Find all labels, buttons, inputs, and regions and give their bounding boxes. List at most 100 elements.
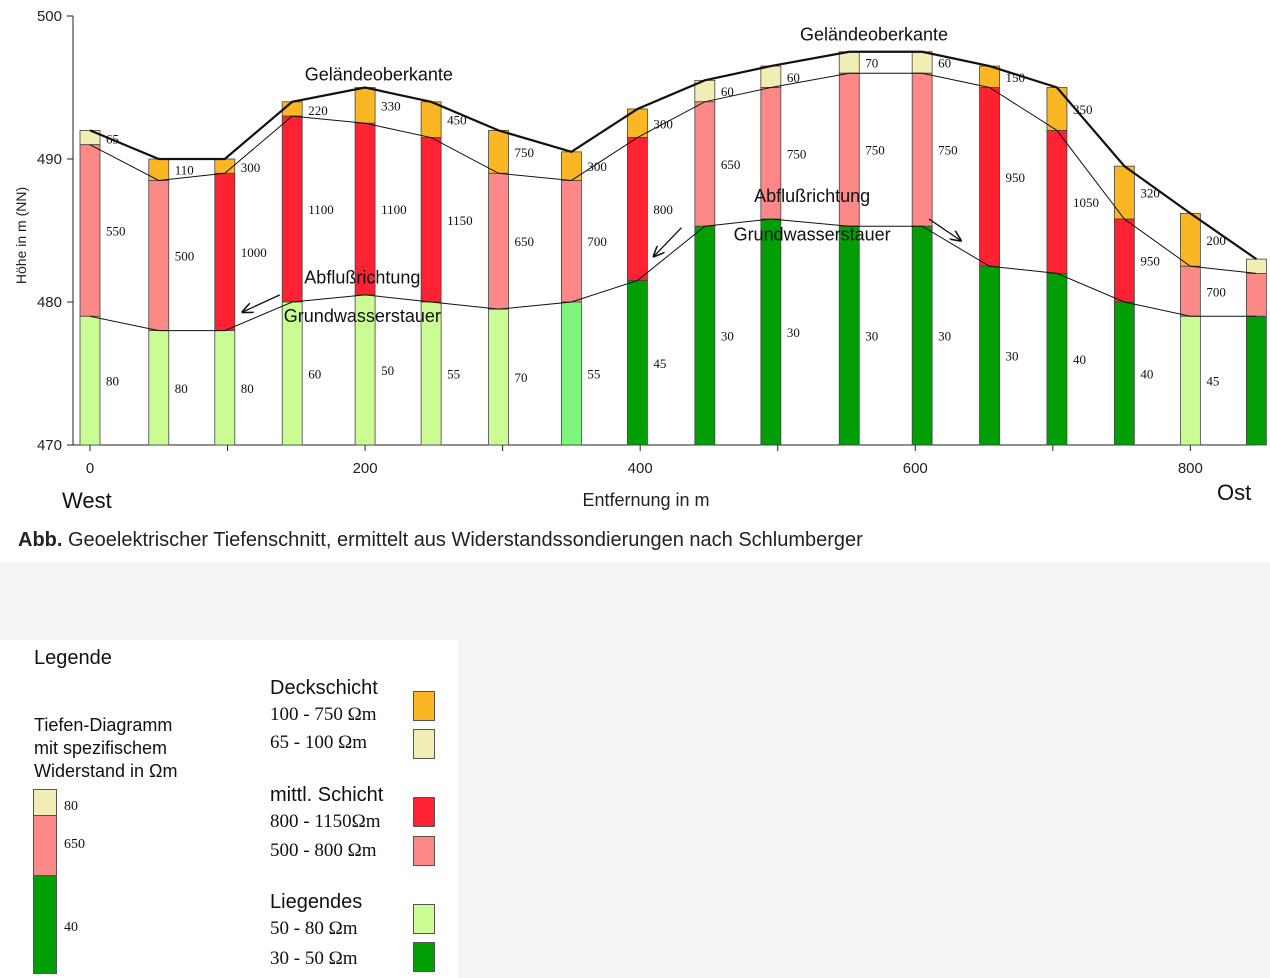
resistivity-label: 60 — [938, 55, 951, 70]
resistivity-label: 80 — [241, 381, 254, 396]
resistivity-label: 950 — [1006, 170, 1026, 185]
layer-bar — [911, 51, 933, 74]
resistivity-label: 50 — [381, 363, 394, 378]
x-axis-label: Entfernung in m — [582, 490, 709, 510]
resistivity-label: 800 — [653, 202, 673, 217]
layer-bar — [214, 172, 236, 332]
legend-sample-label: 40 — [64, 920, 78, 935]
resistivity-label: 450 — [447, 113, 467, 128]
resistivity-label: 300 — [241, 160, 261, 175]
layer-bar — [627, 280, 648, 446]
resistivity-label: 500 — [175, 249, 195, 264]
layer-bar — [1113, 165, 1135, 220]
y-tick-label: 480 — [37, 294, 62, 311]
resistivity-label: 650 — [515, 234, 535, 249]
flow-arrow — [243, 294, 281, 312]
resistivity-label: 30 — [938, 329, 951, 344]
layer-bar — [838, 51, 860, 74]
layer-bar — [79, 144, 101, 317]
flow-arrow — [928, 218, 961, 240]
layer-bar — [1179, 315, 1201, 446]
legend-row: 800 - 1150Ωm — [270, 811, 381, 832]
layer-bar — [979, 265, 1000, 446]
layer-bar — [1179, 212, 1201, 267]
layer-boundary-lines — [89, 50, 1258, 332]
legend-group-head: Deckschicht — [270, 677, 378, 699]
layer-bar — [281, 115, 303, 303]
layer-bar — [488, 172, 509, 310]
legend-row: 65 - 100 Ωm — [270, 732, 367, 753]
background-right — [458, 640, 1270, 978]
annotation-text: Grundwasserstauer — [284, 306, 441, 326]
resistivity-label: 1000 — [241, 245, 267, 260]
layer-bar — [760, 65, 782, 88]
legend-row: 500 - 800 Ωm — [270, 840, 377, 861]
layer-bar — [79, 315, 101, 446]
flow-arrow — [654, 227, 682, 257]
terrain-surface-line — [89, 50, 1258, 261]
resistivity-label: 45 — [1206, 374, 1219, 389]
aquitard-boundary-line — [89, 218, 1257, 332]
resistivity-label: 30 — [787, 325, 800, 340]
legend-row: 30 - 50 Ωm — [270, 948, 358, 969]
layer-bar — [561, 180, 582, 303]
resistivity-label: 55 — [587, 367, 600, 382]
layer-bar — [1245, 272, 1267, 317]
y-tick-label: 470 — [37, 437, 62, 454]
layer-bar — [148, 180, 170, 331]
legend-title: Legende — [34, 647, 112, 669]
x-tick-label: 200 — [353, 460, 378, 477]
layer-bar — [694, 101, 716, 227]
resistivity-label: 750 — [515, 145, 535, 160]
resistivity-label: 70 — [515, 370, 528, 385]
resistivity-label: 150 — [1006, 70, 1026, 85]
resistivity-label: 30 — [865, 329, 878, 344]
resistivity-label: 200 — [1206, 233, 1226, 248]
legend-sample-bottom — [33, 875, 57, 974]
layer-bar — [1046, 87, 1068, 131]
layer-bar — [694, 225, 716, 446]
legend-row: 50 - 80 Ωm — [270, 918, 358, 939]
layer-bar — [760, 218, 782, 446]
layer-bar — [561, 301, 582, 446]
resistivity-label: 750 — [938, 143, 958, 158]
legend-sample-top — [33, 789, 57, 816]
legend-swatch-mid-high — [413, 797, 435, 827]
resistivity-label: 70 — [865, 55, 878, 70]
resistivity-label: 950 — [1140, 254, 1160, 269]
legend-desc-line: mit spezifischem — [34, 738, 168, 758]
layer-bar — [838, 225, 860, 446]
resistivity-label: 45 — [653, 356, 666, 371]
layer-bar — [148, 330, 170, 446]
legend-desc-line: Widerstand in Ωm — [34, 761, 178, 781]
resistivity-label: 30 — [721, 329, 734, 344]
legend-panel — [0, 640, 458, 978]
resistivity-label: 40 — [1140, 367, 1153, 382]
resistivity-label: 60 — [721, 84, 734, 99]
layer-bar — [488, 308, 509, 446]
resistivity-label: 750 — [865, 143, 885, 158]
background-band — [0, 562, 1270, 640]
x-tick-label: 0 — [86, 460, 94, 477]
sounding-columns — [79, 51, 1267, 446]
legend-group-head: mittl. Schicht — [270, 784, 384, 806]
resistivity-label: 80 — [106, 374, 119, 389]
resistivity-label: 550 — [106, 224, 126, 239]
resistivity-label: 1100 — [381, 202, 407, 217]
legend-sample-label: 650 — [64, 837, 85, 852]
legend-swatch-base-dark — [413, 942, 435, 972]
layer-bar — [1245, 315, 1267, 446]
resistivity-label: 55 — [447, 367, 460, 382]
legend-swatch-mid-low — [413, 836, 435, 866]
legend-sample-label: 80 — [64, 799, 78, 814]
resistivity-label: 700 — [587, 234, 607, 249]
resistivity-label: 80 — [175, 381, 188, 396]
layer-bar — [1046, 272, 1068, 446]
resistivity-label: 60 — [787, 70, 800, 85]
resistivity-label: 650 — [721, 157, 741, 172]
legend-row: 100 - 750 Ωm — [270, 704, 377, 725]
resistivity-label: 750 — [787, 146, 807, 161]
resistivity-label: 60 — [308, 367, 321, 382]
legend-sample-mid — [33, 815, 57, 876]
legend-description: Tiefen-Diagramm mit spezifischem Widerst… — [34, 714, 234, 783]
